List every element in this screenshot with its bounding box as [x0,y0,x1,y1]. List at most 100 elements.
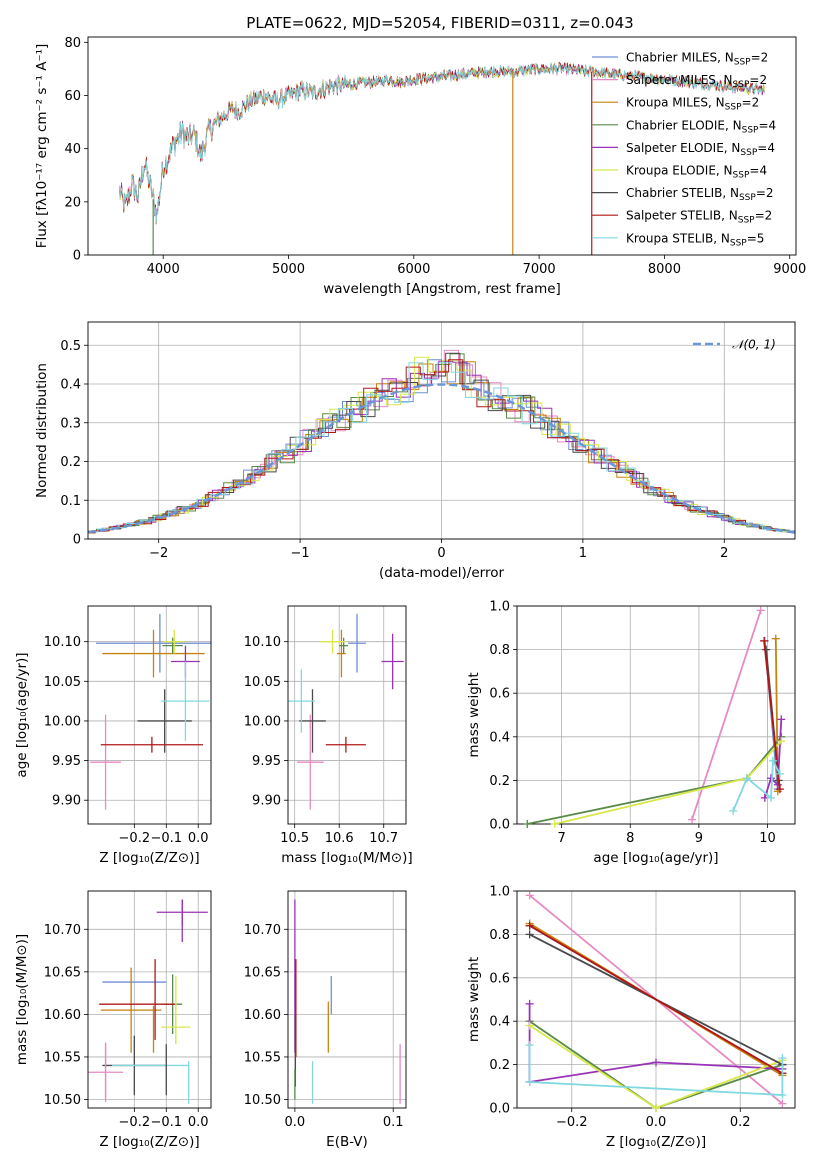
age_vs_mass-plot-area [288,613,404,810]
mass_vs_Z-ytick-label: 10.70 [44,923,81,938]
residuals-hist-8 [88,362,795,534]
spectrum-axes: 4000 5000 6000 7000 8000 9000 0 20 40 60 80 wavelen… [34,36,806,297]
mass_vs_Z-ytick-label: 10.50 [44,1093,81,1108]
spectrum-line-8 [118,62,765,223]
mass_weight_vs_age-xtick-label: 8 [626,831,634,846]
mass_weight_vs_age-axes: 7 8 9 10 0.0 0.2 0.4 0.6 0.8 1.0 age [log₁₀(age/yr… [466,600,796,866]
age_vs_Z-ylabel: age [log₁₀(age/yr)] [14,652,30,777]
residuals-xtick-label: 1 [579,546,587,561]
mass_vs_EBV-xtick-label: 0.0 [285,1115,306,1130]
age_vs_mass-ytick-label: 10.10 [244,635,281,650]
mass_vs_Z-ytick-label: 10.60 [44,1008,81,1023]
mass_weight_vs_Z-ytick-label: 0.0 [489,1102,510,1117]
mass_vs_Z-frame [87,890,212,1109]
spectrum-ytick-label: 0 [73,249,81,264]
residuals-xlabel: (data-model)/error [379,565,505,581]
residuals-frame [87,321,796,540]
age_vs_mass-ytick-label: 10.00 [244,714,281,729]
mass_weight_vs_age-ytick-label: 0.8 [489,643,510,658]
mass_weight_vs_Z-ytick-label: 0.6 [489,971,510,986]
age_vs_Z-frame [87,605,212,825]
legend-label-1: Salpeter MILES, NSSP=2 [626,73,767,90]
mass_weight_vs_age-ytick-label: 1.0 [489,600,510,615]
spectrum-ytick-label: 80 [64,36,81,51]
age_vs_Z-ytick-label: 9.95 [52,754,81,769]
mass_weight_vs_Z-ytick-label: 0.8 [489,928,510,943]
age_vs_Z-xtick-label: −0.2 [119,831,151,846]
spectrum-ytick-label: 20 [64,195,81,210]
mass_weight_vs_age-ytick-label: 0.2 [489,774,510,789]
mass_vs_EBV-frame [287,890,407,1109]
mass_vs_Z-xtick-label: 0.0 [188,1115,209,1130]
mass_weight_vs_age-xtick-label: 7 [557,831,565,846]
age_vs_Z-ytick-label: 10.10 [44,635,81,650]
legend-label-4: Salpeter ELODIE, NSSP=4 [626,141,775,158]
mass_vs_EBV-plot-area [294,899,401,1104]
mass_vs_Z-ytick-label: 10.55 [44,1050,81,1065]
age_vs_Z-xtick-label: −0.1 [150,831,182,846]
age_vs_mass-xlabel: mass [log₁₀(M/M⊙)] [281,850,412,866]
mass_vs_EBV-xlabel: E(B-V) [326,1134,368,1150]
mass_weight_vs_Z-xtick-label: 0.2 [730,1115,751,1130]
mass_vs_Z-plot-area [88,899,208,1104]
legend-label-8: Kroupa STELIB, NSSP=5 [626,231,764,248]
mass_vs_Z-axes: −0.2 −0.1 0.0 10.50 10.55 10.60 10.65 10.70 Z [l… [14,890,212,1150]
age_vs_Z-ytick-label: 10.05 [44,675,81,690]
spectrum-xtick-label: 4000 [147,262,180,277]
age_vs_Z-xtick-label: 0.0 [188,831,209,846]
mass_weight_vs_age-line-4 [763,719,783,799]
residuals-ytick-label: 0.2 [60,455,81,470]
age_vs_mass-ytick-label: 9.95 [252,754,281,769]
spectrum-legend: Chabrier MILES, NSSP=2 Salpeter MILES, NS… [592,51,776,248]
residuals-ytick-label: 0.5 [60,339,81,354]
age_vs_mass-ytick-label: 10.05 [244,675,281,690]
residuals-ytick-label: 0.1 [60,494,81,509]
legend-label-5: Kroupa ELODIE, NSSP=4 [626,164,767,181]
mass_weight_vs_age-line-1 [691,610,762,820]
mass_weight_vs_Z-xtick-label: 0.0 [646,1115,667,1130]
mass_weight_vs_age-ylabel: mass weight [466,672,482,757]
residuals-xtick-label: −2 [149,546,168,561]
age_vs_Z-axes: −0.2 −0.1 0.0 9.90 9.95 10.00 10.05 10.10 Z [log… [14,605,212,866]
residuals-xtick-label: 2 [720,546,728,561]
residuals-ylabel: Normed distribution [34,363,50,498]
residuals-axes: −2 −1 0 1 2 0 0.1 0.2 0.3 0.4 0.5 (data-model)/erro… [34,321,796,581]
mass_vs_EBV-ytick-label: 10.70 [244,923,281,938]
mass_weight_vs_Z-ytick-label: 1.0 [489,885,510,900]
residuals-hist-3 [88,353,795,533]
mass_weight_vs_Z-xtick-label: −0.2 [556,1115,588,1130]
mass_weight_vs_age-ytick-label: 0.6 [489,687,510,702]
mass_weight_vs_age-ytick-label: 0.0 [489,818,510,833]
mass_weight_vs_age-xtick-label: 10 [759,831,776,846]
age_vs_mass-ytick-label: 9.90 [252,794,281,809]
mass_vs_EBV-ytick-label: 10.55 [244,1050,281,1065]
legend-label-0: Chabrier MILES, NSSP=2 [626,51,768,68]
mass_weight_vs_Z-line-8 [528,1045,784,1096]
mass_weight_vs_Z-ytick-label: 0.2 [489,1058,510,1073]
age_vs_mass-xtick-label: 10.6 [325,831,354,846]
spectrum-ytick-label: 40 [64,142,81,157]
age_vs_Z-ytick-label: 9.90 [52,794,81,809]
spectrum-xtick-label: 7000 [523,262,556,277]
mass_weight_vs_age-ytick-label: 0.4 [489,730,510,745]
spectrum-ytick-label: 60 [64,89,81,104]
residuals-ytick-label: 0.3 [60,416,81,431]
spectrum-xtick-label: 8000 [648,262,681,277]
residuals-xtick-label: 0 [437,546,445,561]
mass_weight_vs_age-line-7 [763,640,781,790]
age_vs_mass-frame [287,605,407,825]
age_vs_Z-ytick-label: 10.00 [44,714,81,729]
mass_vs_Z-ytick-label: 10.65 [44,965,81,980]
mass_vs_EBV-axes: 0.0 0.1 10.50 10.55 10.60 10.65 10.70 E(B-V) [244,890,407,1150]
residuals-ytick-label: 0 [73,533,81,548]
spectrum-xlabel: wavelength [Angstrom, rest frame] [323,281,561,297]
mass_vs_Z-xtick-label: −0.1 [150,1115,182,1130]
age_vs_mass-xtick-label: 10.5 [280,831,309,846]
age_vs_mass-axes: 10.5 10.6 10.7 9.90 9.95 10.00 10.05 10.10 mass … [244,605,413,866]
mass_vs_Z-xlabel: Z [log₁₀(Z/Z⊙)] [99,1134,199,1150]
age_vs_mass-xtick-label: 10.7 [369,831,398,846]
mass_vs_EBV-xtick-label: 0.1 [383,1115,404,1130]
residuals-normal-curve [88,383,795,534]
spectrum-xtick-label: 9000 [773,262,806,277]
mass_vs_EBV-ytick-label: 10.65 [244,965,281,980]
